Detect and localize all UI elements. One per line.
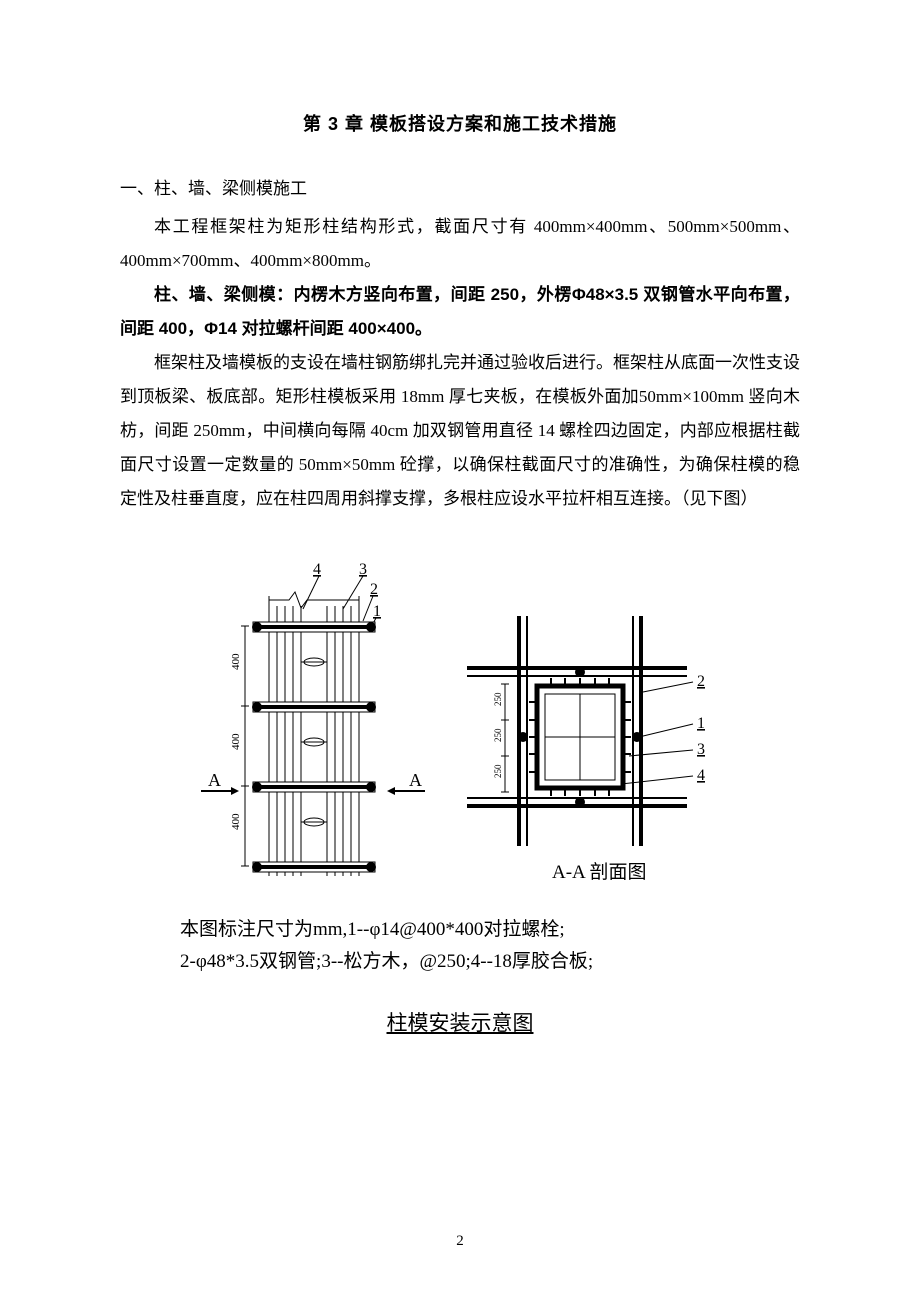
svg-text:4: 4 xyxy=(697,767,705,784)
dim-250: 250 250 250 xyxy=(493,684,509,792)
figure-title: 柱模安装示意图 xyxy=(120,1007,800,1037)
svg-text:3: 3 xyxy=(697,741,705,758)
callout-2: 2 xyxy=(370,581,378,598)
figure-block: A A 4 3 2 1 xyxy=(120,556,800,1037)
callout-1: 1 xyxy=(373,603,381,620)
legend-line-2: 2-φ48*3.5双钢管;3--松方木，@250;4--18厚胶合板; xyxy=(180,946,740,978)
svg-text:250: 250 xyxy=(493,764,503,778)
section-heading: 一、柱、墙、梁侧模施工 xyxy=(120,172,800,206)
legend-line-1: 本图标注尺寸为mm,1--φ14@400*400对拉螺栓; xyxy=(180,914,740,946)
dim-400-b: 400 xyxy=(230,733,242,750)
figure-legend: 本图标注尺寸为mm,1--φ14@400*400对拉螺栓; 2-φ48*3.5双… xyxy=(180,914,740,979)
callout-4: 4 xyxy=(313,561,321,578)
page: 第 3 章 模板搭设方案和施工技术措施 一、柱、墙、梁侧模施工 本工程框架柱为矩… xyxy=(0,0,920,1097)
section-subcaption: A-A 剖面图 xyxy=(552,861,646,883)
paragraph-3: 框架柱及墙模板的支设在墙柱钢筋绑扎完并通过验收后进行。框架柱从底面一次性支设到顶… xyxy=(120,346,800,516)
callout-3: 3 xyxy=(359,561,367,578)
page-number: 2 xyxy=(0,1233,920,1250)
svg-text:1: 1 xyxy=(697,715,705,732)
svg-text:250: 250 xyxy=(493,728,503,742)
dim-400-a: 400 xyxy=(230,653,242,670)
section-diagram: 250 250 250 2 1 3 4 xyxy=(457,596,747,886)
column-body xyxy=(269,592,359,876)
dim-column: 400 400 400 xyxy=(230,626,249,866)
paragraph-1: 本工程框架柱为矩形柱结构形式，截面尺寸有 400mm×400mm、500mm×5… xyxy=(120,210,800,278)
dim-400-c: 400 xyxy=(230,813,242,830)
paragraph-2-bold: 柱、墙、梁侧模：内楞木方竖向布置，间距 250，外楞Φ48×3.5 双钢管水平向… xyxy=(120,278,800,346)
svg-text:250: 250 xyxy=(493,692,503,706)
svg-text:2: 2 xyxy=(697,673,705,690)
clamp-bands xyxy=(252,622,376,872)
elevation-diagram: A A 4 3 2 1 xyxy=(173,556,453,886)
section-mark-right: A xyxy=(409,770,422,790)
chapter-title: 第 3 章 模板搭设方案和施工技术措施 xyxy=(120,110,800,136)
section-mark-left: A xyxy=(208,770,221,790)
